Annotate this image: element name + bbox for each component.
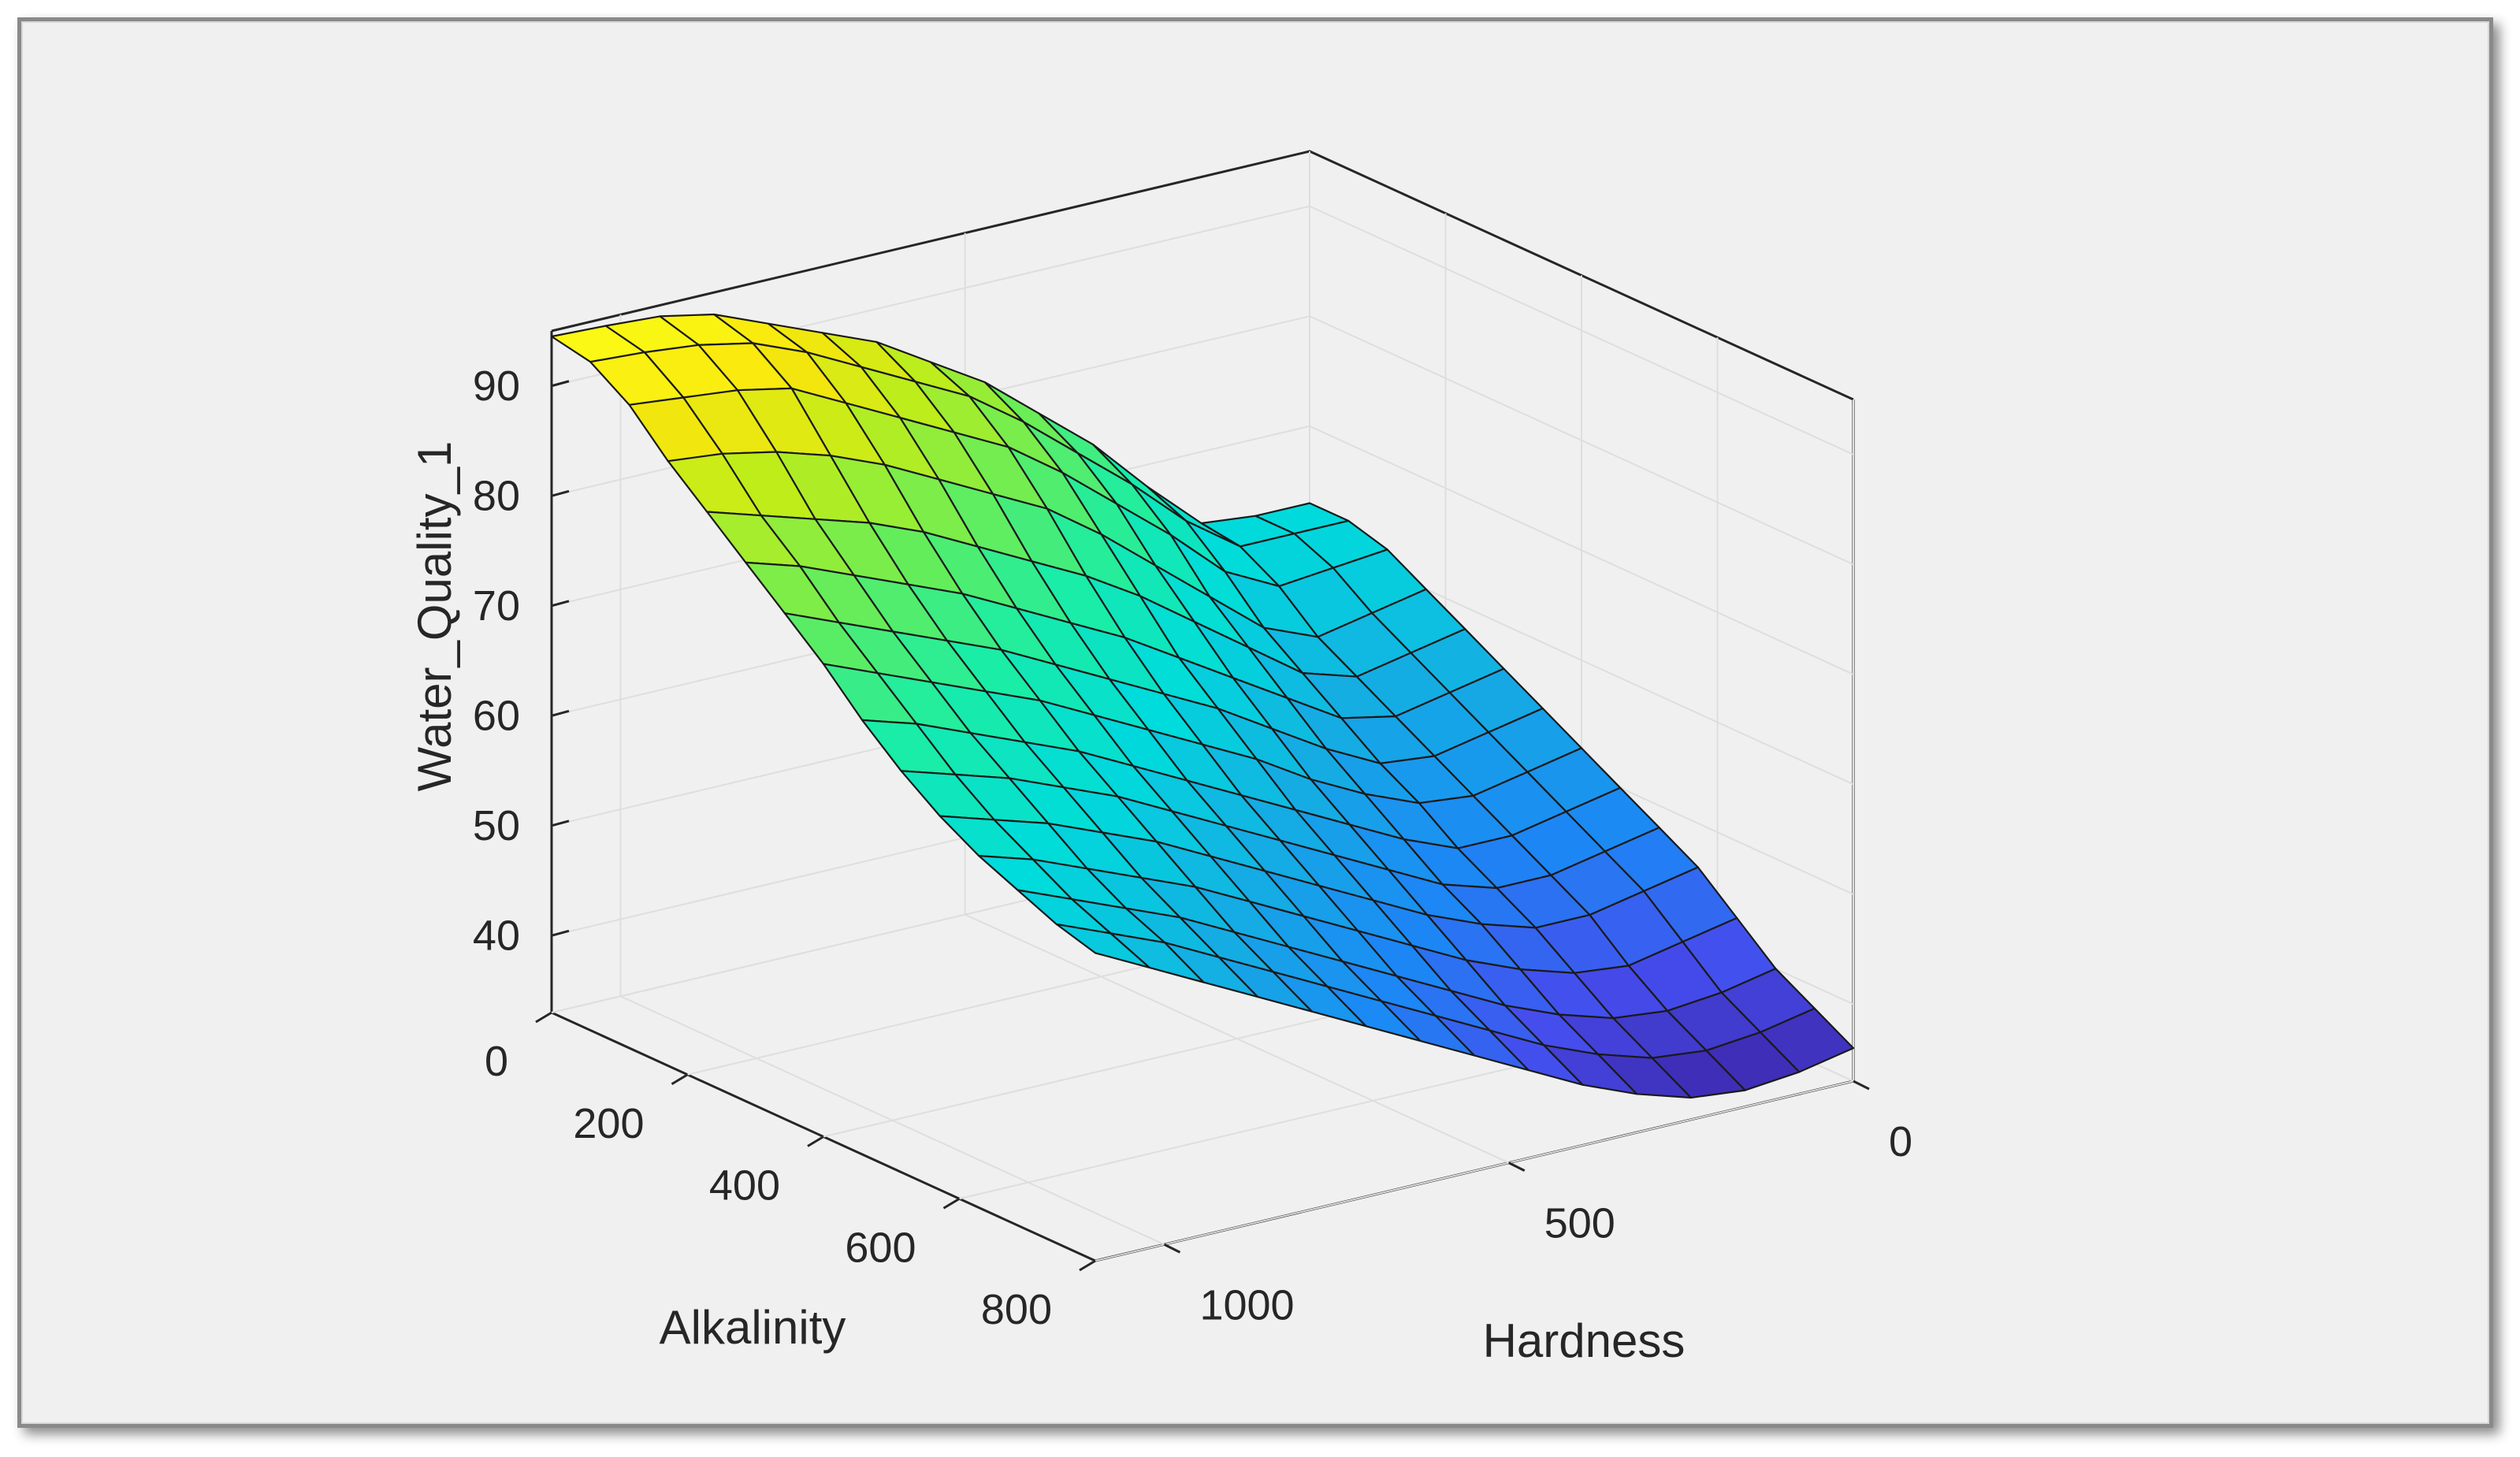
x-tick-label: 1000 <box>1199 1281 1294 1329</box>
z-tick-label: 50 <box>473 802 520 849</box>
surface-mesh <box>550 313 1855 1099</box>
x-tick <box>1163 1243 1181 1254</box>
z-tick-label: 40 <box>473 912 520 959</box>
y-tick-label: 600 <box>845 1224 916 1271</box>
x-axis-label: Hardness <box>1483 1314 1686 1367</box>
tick-labels: 40 50 60 70 80 90 0 200 400 600 800 0 500 1000 <box>473 362 1912 1333</box>
z-tick <box>551 709 570 717</box>
y-tick <box>1079 1259 1096 1272</box>
x-tick-label: 0 <box>1889 1118 1912 1165</box>
x-tick-label: 500 <box>1544 1200 1615 1247</box>
y-tick-label: 400 <box>709 1162 780 1210</box>
z-tick-label: 80 <box>473 472 520 519</box>
z-tick <box>551 380 570 388</box>
y-tick-label: 200 <box>573 1100 644 1147</box>
y-tick <box>807 1135 824 1147</box>
y-axis-label: Alkalinity <box>660 1301 846 1354</box>
z-axis-label: Water_Quality_1 <box>408 441 461 792</box>
z-tick-label: 70 <box>473 582 520 630</box>
y-tick <box>535 1011 552 1024</box>
y-floor-gridline <box>1095 1080 1854 1262</box>
z-tick <box>551 600 570 608</box>
z-tick <box>551 820 570 827</box>
y-tick <box>671 1073 689 1086</box>
x-tick <box>1853 1080 1870 1091</box>
z-tick-label: 60 <box>473 692 520 739</box>
z-tick <box>551 929 570 937</box>
y-tick-label: 0 <box>485 1038 508 1085</box>
x-tick <box>1508 1162 1526 1172</box>
z-tick-label: 90 <box>473 362 520 410</box>
z-tick <box>551 489 570 497</box>
y-tick-label: 800 <box>981 1286 1052 1333</box>
y-tick <box>942 1197 961 1210</box>
surface-patch <box>1055 923 1150 969</box>
